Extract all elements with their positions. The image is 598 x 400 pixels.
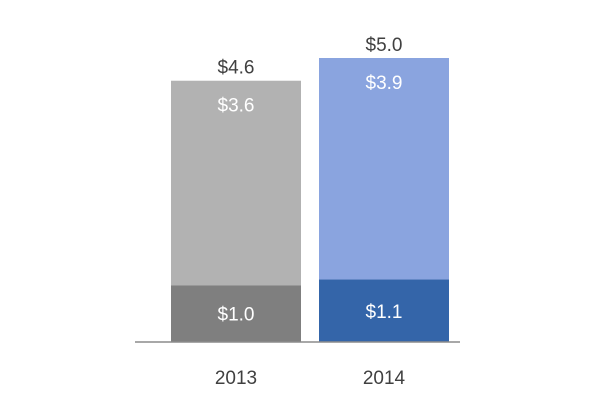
x-tick-label-2014: 2014 <box>363 368 406 389</box>
segment-value-label-2014-2: $3.9 <box>366 73 403 94</box>
labels-group: $1.0 $3.6 $4.6 2013 $1.1 $3.9 $5.0 2014 <box>215 35 406 389</box>
segment-value-label-2014-1: $1.1 <box>366 302 403 323</box>
bars-group <box>171 58 449 342</box>
bar-segment-2013-1 <box>171 285 301 342</box>
bar-segment-2014-2 <box>319 58 449 280</box>
segment-value-label-2013-1: $1.0 <box>218 305 255 326</box>
x-tick-label-2013: 2013 <box>215 368 257 389</box>
total-value-label-2014: $5.0 <box>366 35 403 56</box>
bar-segment-2013-2 <box>171 80 301 286</box>
bar-segment-2014-1 <box>319 279 449 342</box>
segment-value-label-2013-2: $3.6 <box>218 96 255 117</box>
total-value-label-2013: $4.6 <box>218 58 255 79</box>
